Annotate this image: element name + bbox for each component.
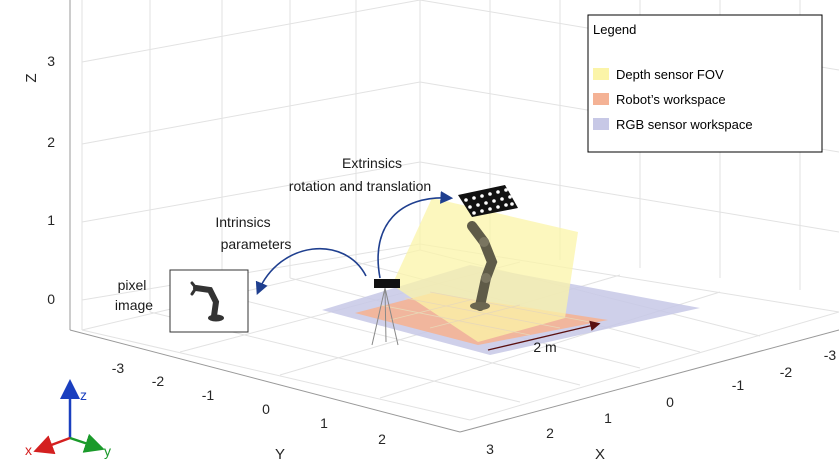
calibration-checkerboard <box>458 185 518 217</box>
scale-arrow <box>487 320 601 351</box>
legend-swatch-depth <box>593 68 609 80</box>
z-tick: 1 <box>47 212 55 228</box>
extrinsics-title: Extrinsics <box>342 155 402 171</box>
z-tick: 2 <box>47 134 55 150</box>
floor-grid-overlay <box>379 291 591 336</box>
legend-title: Legend <box>593 22 636 37</box>
y-tick: -1 <box>202 387 215 403</box>
triad-x-arrow <box>33 435 71 455</box>
x-tick: 0 <box>666 394 674 410</box>
triad-y-label: y <box>104 443 111 459</box>
intrinsics-title: Intrinsics <box>215 214 270 230</box>
x-tick: 1 <box>604 410 612 426</box>
z-tick: 0 <box>47 291 55 307</box>
z-axis-label: Z <box>23 73 40 82</box>
z-tick: 3 <box>47 53 55 69</box>
y-axis-label: Y <box>275 446 285 463</box>
extrinsics-arrow <box>377 191 454 279</box>
x-tick: -2 <box>780 364 793 380</box>
legend-label-rgb: RGB sensor workspace <box>616 117 753 132</box>
triad-y-arrow <box>69 433 105 453</box>
image-label: image <box>115 297 153 313</box>
legend-swatch-robot <box>593 93 609 105</box>
triad-x-label: x <box>25 442 32 458</box>
pixel-image-box <box>169 269 249 333</box>
x-axis-label: X <box>595 446 605 463</box>
axis-triad: z x y <box>25 379 111 459</box>
y-tick: -2 <box>152 373 165 389</box>
camera-sensor <box>371 279 400 346</box>
y-tick: 2 <box>378 431 386 447</box>
legend: Legend Depth sensor FOV Robot’s workspac… <box>587 14 823 153</box>
extrinsics-subtitle: rotation and translation <box>289 178 431 194</box>
pixel-label: pixel <box>118 277 147 293</box>
x-tick: -1 <box>732 377 745 393</box>
y-tick: -3 <box>112 360 125 376</box>
legend-swatch-rgb <box>593 118 609 130</box>
axis-frame <box>69 0 839 433</box>
triad-z-label: z <box>80 387 87 403</box>
scale-label: 2 m <box>533 339 556 355</box>
robot-arm-icon <box>190 281 224 322</box>
y-tick: 0 <box>262 401 270 417</box>
x-tick: -3 <box>824 347 837 363</box>
legend-label-depth: Depth sensor FOV <box>616 67 724 82</box>
x-tick: 2 <box>546 425 554 441</box>
x-tick: 3 <box>486 441 494 457</box>
intrinsics-subtitle: parameters <box>221 236 292 252</box>
robot-arm <box>467 221 498 311</box>
y-tick: 1 <box>320 415 328 431</box>
legend-label-robot: Robot’s workspace <box>616 92 726 107</box>
intrinsics-arrow <box>255 247 367 295</box>
